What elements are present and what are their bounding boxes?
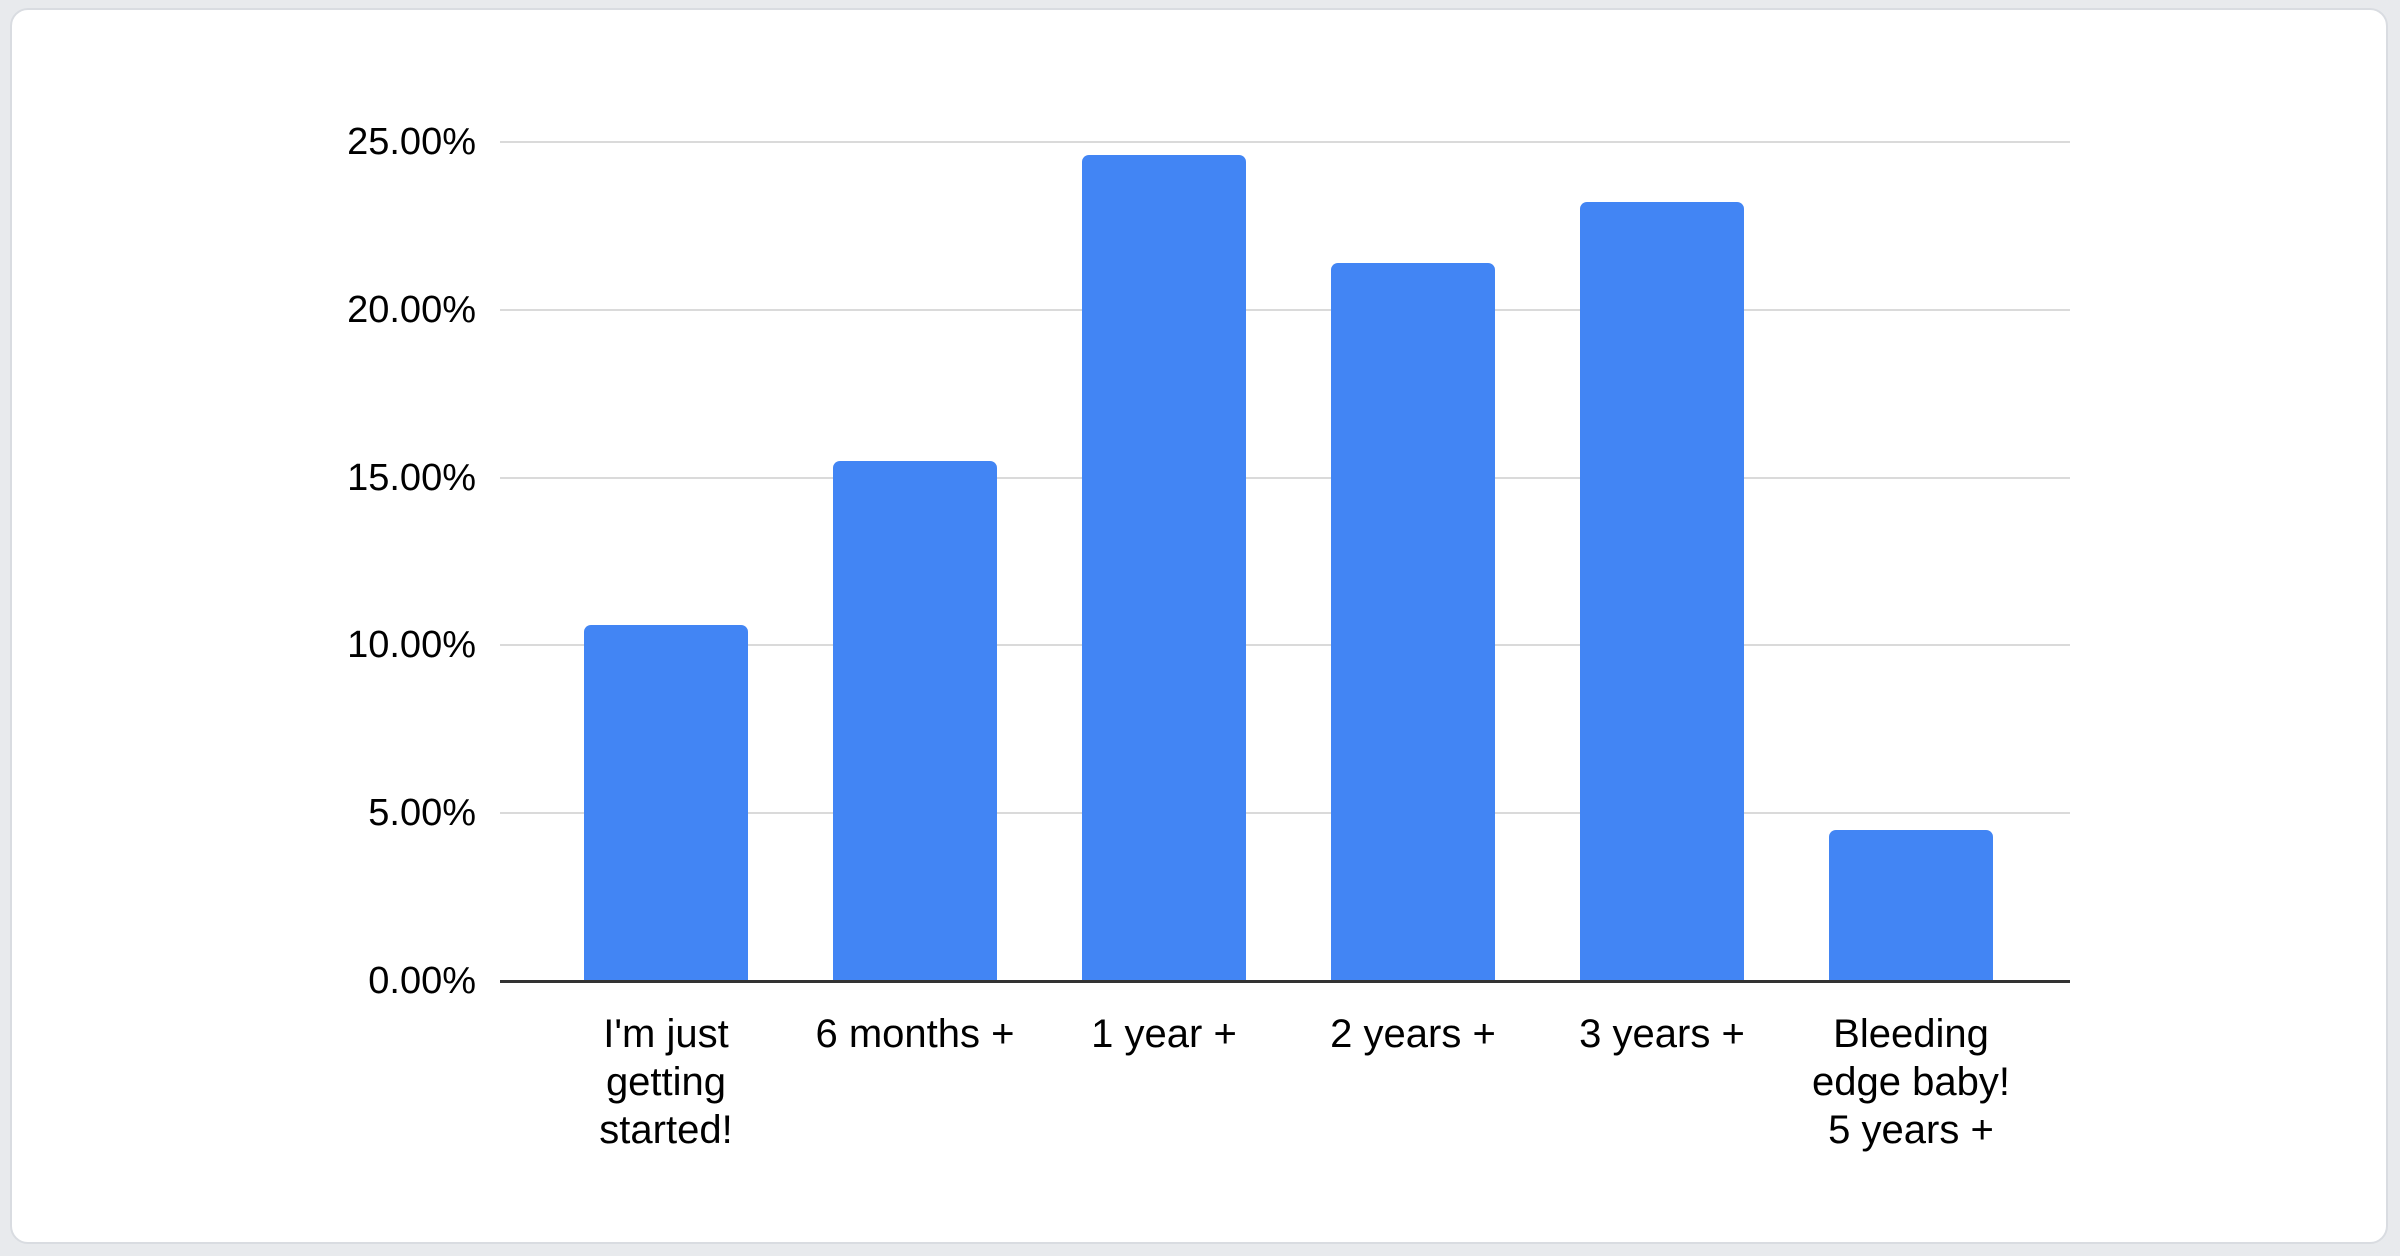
x-category-label-1: I'm just getting started!: [599, 1012, 733, 1152]
x-category-label-6: Bleeding edge baby! 5 years +: [1812, 1012, 2010, 1152]
plot-area: [500, 141, 2070, 983]
y-tick-label-0.00%: 0.00%: [368, 960, 476, 1002]
bar-3[interactable]: [1082, 155, 1246, 981]
x-category-label-3: 1 year +: [1091, 1012, 1237, 1056]
gridline-15: [500, 476, 2070, 479]
gridline-10: [500, 644, 2070, 647]
bar-5[interactable]: [1580, 202, 1744, 981]
bar-2[interactable]: [833, 460, 997, 981]
bar-6[interactable]: [1829, 829, 1993, 981]
x-category-label-4: 2 years +: [1330, 1012, 1496, 1056]
y-tick-label-10.00%: 10.00%: [347, 624, 476, 667]
gridline-20: [500, 308, 2070, 311]
bar-4[interactable]: [1331, 262, 1495, 981]
y-tick-label-25.00%: 25.00%: [347, 121, 476, 163]
x-category-label-2: 6 months +: [815, 1012, 1015, 1056]
x-axis-line: [500, 980, 2070, 983]
bar-1[interactable]: [584, 625, 748, 981]
chart-card: 0.00% 5.00% 10.00% 15.00% 20.00% 25.00% I'm j…: [10, 8, 2388, 1244]
y-tick-label-20.00%: 20.00%: [347, 288, 476, 331]
y-tick-label-5.00%: 5.00%: [368, 792, 476, 835]
x-category-label-5: 3 years +: [1579, 1012, 1745, 1056]
y-tick-label-15.00%: 15.00%: [347, 456, 476, 499]
gridline-25: [500, 141, 2070, 143]
gridline-5: [500, 812, 2070, 815]
